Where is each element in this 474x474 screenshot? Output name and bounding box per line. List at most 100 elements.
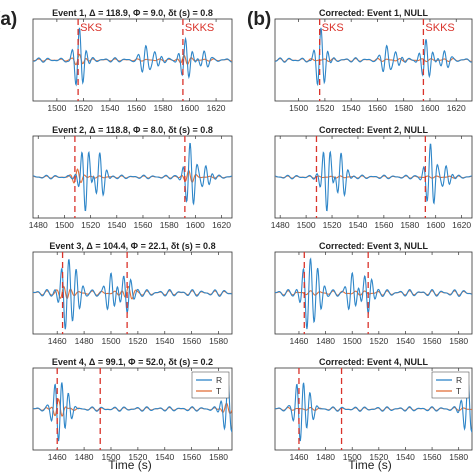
- chart-panel-3: Event 3, Δ = 104.4, Φ = 22.1, δt (s) = 0…: [32, 241, 233, 346]
- x-tick-label: 1480: [29, 220, 48, 230]
- radial-trace: [275, 143, 472, 212]
- x-tick-label: 1580: [160, 220, 179, 230]
- x-tick-label: 1480: [316, 336, 335, 346]
- traces: [275, 27, 472, 87]
- x-tick-label: 1620: [452, 220, 471, 230]
- chart-panel-8: Corrected: Event 4, NULL 1460 1480 1500 1520…: [274, 357, 473, 462]
- panel-label-b: (b): [247, 9, 271, 30]
- x-tick-label: 1520: [323, 220, 342, 230]
- x-tick-label: 1500: [55, 220, 74, 230]
- traces: [33, 380, 232, 442]
- x-tick-label: 1580: [449, 452, 468, 462]
- chart-panel-1: Event 1, Δ = 118.9, Φ = 9.0, δt (s) = 0.…: [32, 8, 233, 113]
- x-tick-label: 1520: [369, 336, 388, 346]
- x-axis-label-left: Time (s): [108, 458, 152, 472]
- x-tick-label: 1520: [369, 452, 388, 462]
- x-tick-label: 1560: [423, 452, 442, 462]
- x-tick-label: 1540: [155, 336, 174, 346]
- phase-label-sks: SKS: [322, 22, 344, 34]
- x-tick-label: 1520: [315, 103, 334, 113]
- x-tick-label: 1480: [271, 220, 290, 230]
- chart-title: Corrected: Event 4, NULL: [319, 357, 429, 367]
- x-tick-label: 1600: [421, 103, 440, 113]
- legend-box: [191, 371, 230, 399]
- phase-label-skks: SKKS: [425, 22, 454, 34]
- radial-trace: [33, 142, 232, 212]
- x-axis-label-right: Time (s): [348, 458, 392, 472]
- x-tick-label: 1500: [102, 336, 121, 346]
- legend-label-r: R: [216, 375, 222, 385]
- x-tick-label: 1540: [107, 220, 126, 230]
- x-tick-label: 1520: [128, 452, 147, 462]
- radial-trace: [275, 27, 472, 87]
- radial-trace: [275, 257, 472, 330]
- x-tick-label: 1540: [348, 220, 367, 230]
- x-tick-label: 1460: [289, 452, 308, 462]
- x-tick-label: 1560: [374, 220, 393, 230]
- x-tick-label: 1580: [400, 220, 419, 230]
- x-tick-label: 1560: [127, 103, 146, 113]
- chart-panel-7: Corrected: Event 3, NULL 1460 1480 1500 1520…: [274, 241, 473, 346]
- radial-trace: [33, 259, 232, 330]
- x-tick-label: 1600: [426, 220, 445, 230]
- traces: [33, 27, 232, 87]
- chart-title: Event 3, Δ = 104.4, Φ = 22.1, δt (s) = 0…: [49, 241, 215, 251]
- x-tick-label: 1460: [48, 336, 67, 346]
- x-tick-label: 1480: [316, 452, 335, 462]
- x-tick-label: 1500: [289, 103, 308, 113]
- x-tick-label: 1540: [396, 336, 415, 346]
- chart-panel-6: Corrected: Event 2, NULL 1480 1500 1520 1540…: [271, 125, 473, 230]
- x-tick-label: 1580: [209, 452, 228, 462]
- x-tick-label: 1520: [128, 336, 147, 346]
- x-tick-label: 1480: [75, 336, 94, 346]
- legend-label-t: T: [216, 386, 221, 396]
- traces: [275, 257, 472, 330]
- x-tick-label: 1580: [154, 103, 173, 113]
- x-tick-label: 1580: [209, 336, 228, 346]
- chart-title: Corrected: Event 3, NULL: [319, 241, 429, 251]
- x-tick-label: 1500: [297, 220, 316, 230]
- chart-title: Corrected: Event 1, NULL: [319, 8, 429, 18]
- legend-box: [431, 371, 470, 399]
- x-tick-label: 1480: [75, 452, 94, 462]
- x-tick-label: 1460: [289, 336, 308, 346]
- x-tick-label: 1540: [155, 452, 174, 462]
- x-tick-label: 1580: [449, 336, 468, 346]
- x-tick-label: 1540: [342, 103, 361, 113]
- radial-trace: [275, 380, 472, 442]
- x-tick-label: 1500: [47, 103, 66, 113]
- x-tick-label: 1500: [343, 452, 362, 462]
- panel-label-a: (a): [0, 9, 17, 30]
- traces: [33, 142, 232, 212]
- radial-trace: [33, 380, 232, 442]
- traces: [275, 143, 472, 212]
- phase-label-skks: SKKS: [185, 22, 214, 34]
- x-tick-label: 1580: [394, 103, 413, 113]
- phase-label-sks: SKS: [80, 22, 102, 34]
- chart-title: Event 2, Δ = 118.8, Φ = 8.0, δt (s) = 0.…: [52, 125, 213, 135]
- traces: [33, 259, 232, 330]
- traces: [275, 380, 472, 442]
- x-tick-label: 1560: [182, 336, 201, 346]
- chart-title: Event 1, Δ = 118.9, Φ = 9.0, δt (s) = 0.…: [52, 8, 213, 18]
- x-tick-label: 1460: [48, 452, 67, 462]
- x-tick-label: 1560: [182, 452, 201, 462]
- x-tick-label: 1540: [100, 103, 119, 113]
- x-tick-label: 1620: [207, 103, 226, 113]
- chart-title: Corrected: Event 2, NULL: [319, 125, 429, 135]
- chart-panel-5: Corrected: Event 1, NULL 1500 1520 1540 1560…: [274, 8, 473, 113]
- chart-panel-4: Event 4, Δ = 99.1, Φ = 52.0, δt (s) = 0.…: [32, 357, 233, 462]
- x-tick-label: 1600: [186, 220, 205, 230]
- panels: Event 1, Δ = 118.9, Φ = 9.0, δt (s) = 0.…: [29, 8, 473, 462]
- x-tick-label: 1560: [423, 336, 442, 346]
- x-tick-label: 1560: [134, 220, 153, 230]
- x-tick-label: 1560: [368, 103, 387, 113]
- x-tick-label: 1540: [396, 452, 415, 462]
- x-tick-label: 1520: [81, 220, 100, 230]
- radial-trace: [33, 27, 232, 87]
- x-tick-label: 1620: [447, 103, 466, 113]
- x-tick-label: 1600: [180, 103, 199, 113]
- x-tick-label: 1500: [102, 452, 121, 462]
- x-tick-label: 1520: [74, 103, 93, 113]
